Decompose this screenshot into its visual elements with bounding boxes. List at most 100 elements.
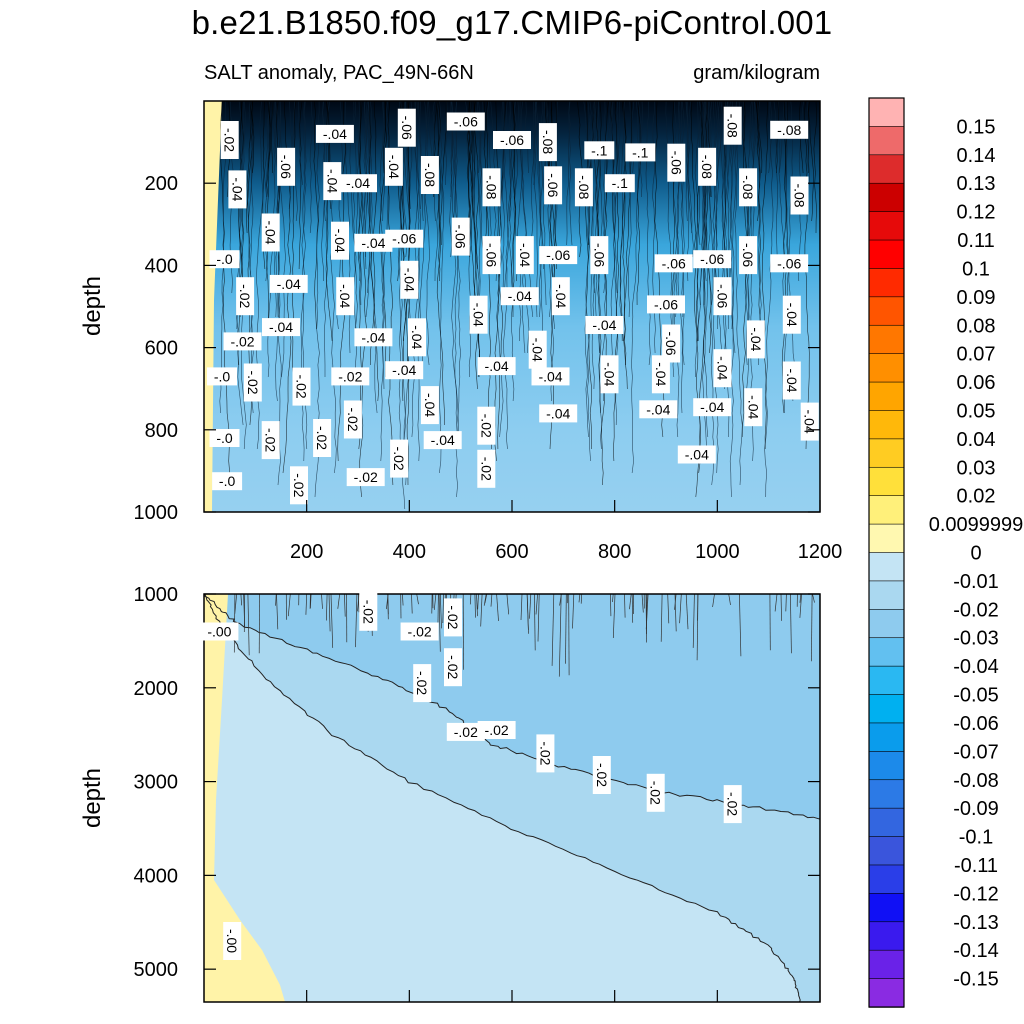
- colorbar-swatch: [868, 126, 905, 156]
- contour-line: [411, 594, 413, 614]
- contour-line: [692, 594, 695, 648]
- contour-line: [747, 101, 754, 342]
- contour-label-text: -.02: [245, 370, 261, 394]
- top-panel-ticks: 200 400 600 800 1000 200 400 600 800 1000 1200: [134, 173, 843, 563]
- contour-label: -.06: [446, 112, 485, 131]
- colorbar-label: -0.13: [953, 912, 999, 934]
- colorbar-swatch: [868, 751, 905, 781]
- contour-label-box: [528, 330, 547, 369]
- colorbar-swatch: [868, 211, 905, 241]
- contour-line: [496, 594, 499, 622]
- contour-line: [234, 594, 238, 614]
- contour-label: -.0: [209, 250, 240, 269]
- contour-label-box: [420, 386, 439, 425]
- contour-label: -.04: [515, 236, 534, 275]
- contour-line: [813, 101, 817, 234]
- contour-label-text: -.04: [745, 395, 761, 419]
- contour-line: [612, 594, 616, 639]
- bottom-panel-y-axis-label: depth: [79, 768, 106, 828]
- contour-label-text: -.04: [517, 243, 533, 267]
- y-tick-label: 2000: [134, 678, 179, 700]
- contour-label-text: -.06: [399, 116, 415, 140]
- contour-label-text: -.02: [648, 781, 664, 805]
- contour-line: [761, 101, 768, 450]
- contour-label-box: [713, 349, 732, 388]
- contour-label: -.04: [354, 233, 393, 252]
- contour-label: -.08: [420, 156, 439, 194]
- contour-line: [696, 594, 699, 661]
- contour-label-text: -.04: [361, 329, 385, 345]
- contour-label-text: -.02: [445, 655, 461, 679]
- colorbar-swatch: [868, 694, 905, 724]
- colorbar-swatch: [868, 97, 905, 128]
- contour-label-box: [667, 143, 686, 182]
- colorbar-label: -0.12: [953, 883, 999, 905]
- contour-label-box: [646, 773, 665, 812]
- contour-line: [529, 594, 532, 619]
- x-tick-label: 400: [393, 541, 426, 563]
- contour-label-box: [346, 468, 385, 487]
- contour-label-box: [693, 250, 732, 269]
- contour-label-text: -.02: [345, 407, 361, 431]
- contour-line: [755, 101, 762, 354]
- contour-label-box: [531, 367, 570, 386]
- contour-label: -.02: [477, 406, 496, 445]
- contour-label: -.02: [390, 439, 409, 478]
- contour-line: [220, 101, 230, 474]
- contour-label-box: [209, 250, 240, 269]
- contour-label: -.04: [339, 174, 377, 193]
- contour-label: -.04: [336, 277, 355, 316]
- colorbar-label: 0.06: [957, 372, 996, 394]
- contour-label-text: -.06: [663, 331, 679, 355]
- contour-label: -.04: [539, 404, 578, 423]
- contour-label-box: [469, 295, 488, 334]
- contour-label-box: [359, 592, 378, 631]
- contour-label-box: [500, 287, 539, 306]
- contour-label: -.04: [323, 162, 342, 201]
- contour-label: -.04: [713, 349, 732, 388]
- contour-label: -.08: [482, 168, 501, 207]
- colorbar-label: 0.14: [957, 145, 996, 167]
- contour-label-box: [544, 166, 563, 205]
- contour-line: [321, 594, 323, 609]
- y-tick-label: 800: [145, 420, 178, 442]
- contour-line: [330, 594, 334, 648]
- contour-label: -.02: [220, 121, 239, 159]
- contour-line: [353, 101, 357, 234]
- contour-line: [358, 594, 360, 613]
- contour-line: [690, 101, 698, 342]
- contour-label-text: -.04: [748, 327, 764, 351]
- colorbar-swatch: [868, 836, 905, 866]
- contour-line: [382, 101, 386, 174]
- contour-label-box: [746, 320, 765, 359]
- contour-line: [365, 101, 371, 318]
- contour-line: [474, 594, 476, 618]
- contour-line: [631, 594, 634, 623]
- contour-label-text: -.06: [545, 173, 561, 197]
- contour-line: [734, 101, 743, 486]
- contour-label-box: [385, 229, 424, 248]
- colorbar-swatch: [868, 807, 905, 838]
- contour-label-box: [261, 421, 280, 460]
- contour-label-box: [477, 449, 496, 488]
- contour-label-text: -.04: [602, 362, 618, 386]
- contour-label: -.08: [739, 168, 758, 207]
- contour-line: [811, 594, 813, 662]
- contour-label-box: [408, 318, 426, 357]
- contour-label-text: -.02: [594, 763, 610, 787]
- contour-line: [717, 101, 724, 270]
- contour-label-box: [423, 431, 462, 450]
- colorbar-swatch: [868, 410, 905, 440]
- contour-line: [483, 594, 487, 606]
- contour-label-text: -.08: [777, 122, 801, 138]
- contour-line: [526, 594, 529, 634]
- contour-label-text: -.06: [700, 251, 724, 267]
- colorbar-swatch: [868, 609, 905, 639]
- contour-line: [337, 594, 341, 609]
- contour-label-box: [647, 295, 685, 314]
- contour-line: [483, 101, 492, 450]
- contour-line: [532, 101, 537, 186]
- contour-line: [812, 594, 815, 603]
- contour-label-box: [739, 168, 758, 207]
- contour-label-box: [261, 213, 280, 252]
